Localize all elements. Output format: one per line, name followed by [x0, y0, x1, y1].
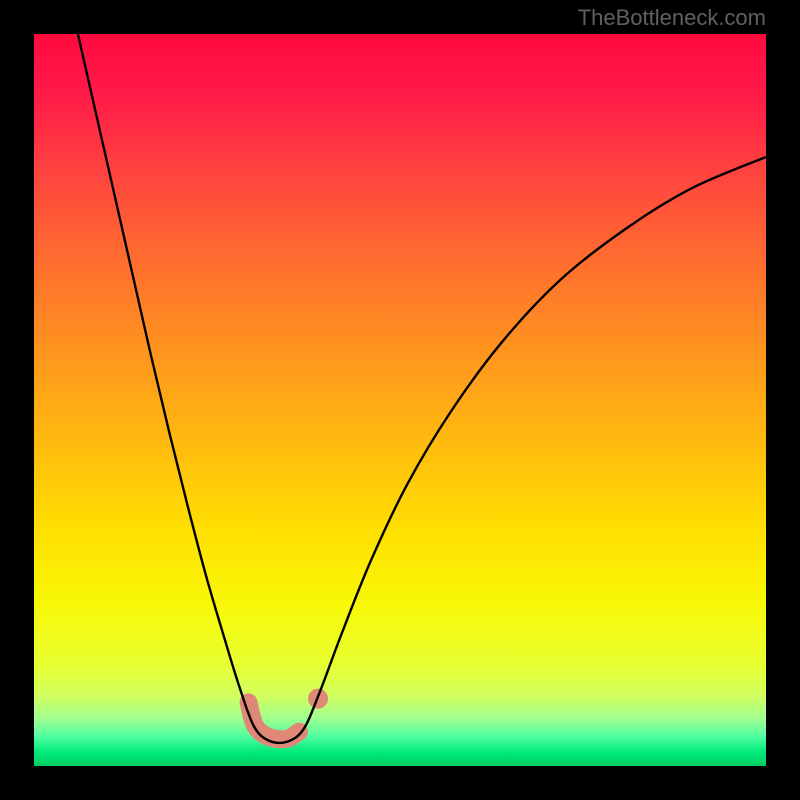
watermark-text: TheBottleneck.com — [578, 5, 766, 31]
plot-svg — [0, 0, 800, 800]
gradient-background — [34, 34, 766, 766]
